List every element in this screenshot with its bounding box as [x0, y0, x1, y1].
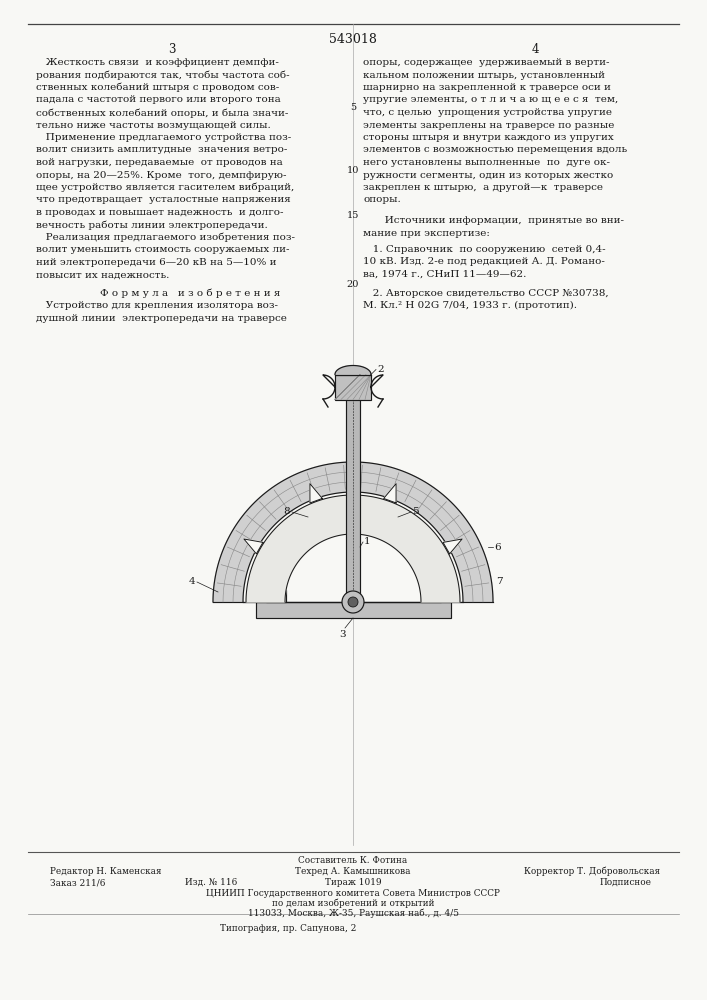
Text: опоры.: опоры.: [363, 196, 401, 205]
Text: стороны штыря и внутри каждого из упругих: стороны штыря и внутри каждого из упруги…: [363, 133, 614, 142]
Text: вой нагрузки, передаваемые  от проводов на: вой нагрузки, передаваемые от проводов н…: [36, 158, 283, 167]
Text: 10 кВ. Изд. 2-е под редакцией А. Д. Романо-: 10 кВ. Изд. 2-е под редакцией А. Д. Рома…: [363, 257, 605, 266]
Text: 4: 4: [188, 578, 195, 586]
Text: Тираж 1019: Тираж 1019: [325, 878, 381, 887]
Text: ва, 1974 г., СНиП 11—49—62.: ва, 1974 г., СНиП 11—49—62.: [363, 270, 527, 279]
Text: ственных колебаний штыря с проводом сов-: ственных колебаний штыря с проводом сов-: [36, 83, 279, 93]
Text: шарнирно на закрепленной к траверсе оси и: шарнирно на закрепленной к траверсе оси …: [363, 83, 611, 92]
Text: Применение предлагаемого устройства поз-: Применение предлагаемого устройства поз-: [36, 133, 291, 142]
Text: по делам изобретений и открытий: по делам изобретений и открытий: [271, 899, 434, 908]
Text: в проводах и повышает надежность  и долго-: в проводах и повышает надежность и долго…: [36, 208, 284, 217]
Text: волит уменьшить стоимость сооружаемых ли-: волит уменьшить стоимость сооружаемых ли…: [36, 245, 289, 254]
Polygon shape: [384, 484, 396, 503]
Text: мание при экспертизе:: мание при экспертизе:: [363, 229, 490, 237]
Text: рования подбираются так, чтобы частота соб-: рования подбираются так, чтобы частота с…: [36, 70, 290, 80]
Circle shape: [348, 597, 358, 607]
Text: 7: 7: [496, 578, 503, 586]
Text: Источники информации,  принятые во вни-: Источники информации, принятые во вни-: [375, 216, 624, 225]
Text: ружности сегменты, один из которых жестко: ружности сегменты, один из которых жестк…: [363, 170, 613, 180]
Text: Составитель К. Фотина: Составитель К. Фотина: [298, 856, 408, 865]
Text: щее устройство является гасителем вибраций,: щее устройство является гасителем вибрац…: [36, 183, 294, 192]
Text: 543018: 543018: [329, 33, 377, 46]
Text: 113033, Москва, Ж-35, Раушская наб., д. 4/5: 113033, Москва, Ж-35, Раушская наб., д. …: [247, 909, 459, 918]
Polygon shape: [353, 495, 460, 602]
Bar: [335, 374, 371, 399]
Text: Корректор Т. Добровольская: Корректор Т. Добровольская: [524, 867, 660, 876]
Text: кальном положении штырь, установленный: кальном положении штырь, установленный: [363, 70, 605, 80]
Text: 2. Авторское свидетельство СССР №30738,: 2. Авторское свидетельство СССР №30738,: [363, 288, 609, 298]
Text: 8: 8: [284, 508, 290, 516]
Text: 5: 5: [412, 508, 419, 516]
Text: что, с целью  упрощения устройства упругие: что, с целью упрощения устройства упруги…: [363, 108, 612, 117]
Text: повысит их надежность.: повысит их надежность.: [36, 270, 170, 279]
Bar: [346, 395, 360, 607]
Text: собственных колебаний опоры, и была значи-: собственных колебаний опоры, и была знач…: [36, 108, 288, 117]
Text: Ф о р м у л а   и з о б р е т е н и я: Ф о р м у л а и з о б р е т е н и я: [100, 288, 280, 298]
Text: Изд. № 116: Изд. № 116: [185, 878, 238, 887]
Text: опоры, содержащее  удерживаемый в верти-: опоры, содержащее удерживаемый в верти-: [363, 58, 609, 67]
Text: Типография, пр. Сапунова, 2: Типография, пр. Сапунова, 2: [220, 924, 356, 933]
Text: что предотвращает  усталостные напряжения: что предотвращает усталостные напряжения: [36, 196, 291, 205]
Text: элементов с возможностью перемещения вдоль: элементов с возможностью перемещения вдо…: [363, 145, 627, 154]
Bar: [255, 602, 450, 618]
Text: 3: 3: [339, 630, 346, 639]
Text: Жесткость связи  и коэффициент демпфи-: Жесткость связи и коэффициент демпфи-: [36, 58, 279, 67]
Polygon shape: [310, 484, 322, 503]
Text: ний электропередачи 6—20 кВ на 5—10% и: ний электропередачи 6—20 кВ на 5—10% и: [36, 258, 276, 267]
Circle shape: [342, 591, 364, 613]
Text: элементы закреплены на траверсе по разные: элементы закреплены на траверсе по разны…: [363, 120, 614, 129]
Bar: [266, 590, 286, 602]
Text: 4: 4: [531, 43, 539, 56]
Text: 20: 20: [347, 280, 359, 289]
Text: душной линии  электропередачи на траверсе: душной линии электропередачи на траверсе: [36, 314, 287, 323]
Text: Реализация предлагаемого изобретения поз-: Реализация предлагаемого изобретения поз…: [36, 233, 295, 242]
Text: волит снизить амплитудные  значения ветро-: волит снизить амплитудные значения ветро…: [36, 145, 287, 154]
Text: опоры, на 20—25%. Кроме  того, демпфирую-: опоры, на 20—25%. Кроме того, демпфирую-: [36, 170, 286, 180]
Polygon shape: [246, 495, 353, 602]
Text: вечность работы линии электропередачи.: вечность работы линии электропередачи.: [36, 221, 268, 230]
Text: Подписное: Подписное: [600, 878, 652, 887]
Text: М. Кл.² Н 02G 7/04, 1933 г. (прототип).: М. Кл.² Н 02G 7/04, 1933 г. (прототип).: [363, 301, 577, 310]
Text: 1: 1: [364, 538, 370, 546]
Bar: [421, 590, 440, 602]
Text: Техред А. Камышникова: Техред А. Камышникова: [296, 867, 411, 876]
Text: 15: 15: [347, 212, 359, 221]
Text: 5: 5: [350, 104, 356, 112]
Text: ЦНИИП Государственного комитета Совета Министров СССР: ЦНИИП Государственного комитета Совета М…: [206, 889, 500, 898]
Text: упругие элементы, о т л и ч а ю щ е е с я  тем,: упругие элементы, о т л и ч а ю щ е е с …: [363, 96, 618, 104]
Text: тельно ниже частоты возмущающей силы.: тельно ниже частоты возмущающей силы.: [36, 120, 271, 129]
Text: него установлены выполненные  по  дуге ок-: него установлены выполненные по дуге ок-: [363, 158, 610, 167]
Polygon shape: [244, 539, 263, 554]
Polygon shape: [443, 539, 462, 554]
Text: закреплен к штырю,  а другой—к  траверсе: закреплен к штырю, а другой—к траверсе: [363, 183, 603, 192]
Text: падала с частотой первого или второго тона: падала с частотой первого или второго то…: [36, 96, 281, 104]
Text: 3: 3: [168, 43, 176, 56]
Text: 1. Справочник  по сооружению  сетей 0,4-: 1. Справочник по сооружению сетей 0,4-: [363, 245, 606, 254]
Text: 10: 10: [347, 166, 359, 175]
Text: Устройство для крепления изолятора воз-: Устройство для крепления изолятора воз-: [36, 302, 278, 310]
Polygon shape: [213, 462, 493, 602]
Text: Редактор Н. Каменская: Редактор Н. Каменская: [50, 867, 161, 876]
Text: 6: 6: [494, 542, 501, 552]
Polygon shape: [335, 366, 371, 374]
Text: 2: 2: [377, 365, 384, 374]
Text: Заказ 211/6: Заказ 211/6: [50, 878, 105, 887]
